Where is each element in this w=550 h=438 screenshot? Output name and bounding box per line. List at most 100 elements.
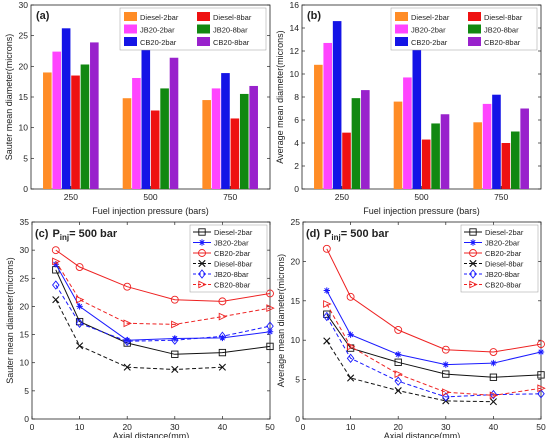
legend-marker-diesel-8bar [198,259,206,268]
y-tick-label: 16 [290,0,300,10]
y-tick-label: 30 [20,245,30,255]
point-cb20-8bar-10 [75,295,85,304]
chart-panel-a: 0 5 10 15 20 25 30 Sauter mean diameter(microns… [4,0,271,216]
point-cb20-2bar-5 [51,246,60,255]
legend-label-diesel-8bar: Diesel-8bar [484,13,523,22]
series-diesel-8bar [52,296,226,374]
x-tick-label: 30 [170,422,180,432]
x-tick-label: 250 [335,192,349,202]
point-diesel-2bar-30 [442,370,450,378]
point-cb20-2bar-50 [266,289,274,298]
legend-marker-jb20-8bar [469,269,477,279]
y-tick-label: 30 [19,0,29,10]
bar-cb20-2bar-250 [332,21,342,189]
point-diesel-2bar-20 [394,358,402,366]
legend-label-diesel-2bar: Diesel-2bar [140,13,179,22]
y-tick-label: 15 [19,92,29,102]
legend-marker-jb20-8bar [198,269,206,279]
legend-box [119,7,267,51]
bar-cb20-8bar-500 [169,57,179,189]
point-cb20-8bar-30 [171,320,180,329]
point-cb20-8bar-20 [123,319,132,328]
point-jb20-2bar-40 [490,359,497,367]
y-tick-label: 20 [291,256,301,266]
legend-label-jb20-8bar: JB20-8bar [485,270,520,279]
x-tick-label: 250 [64,192,78,202]
bar-jb20-8bar-250 [351,98,361,189]
series-line-diesel-2bar [326,313,542,378]
bar-jb20-2bar-250 [52,51,62,189]
series-diesel-8bar [323,337,497,406]
panel-title-p: P [52,228,59,240]
panel-label: (c) [35,228,49,240]
legend-marker-diesel-2bar [469,228,477,236]
x-tick-label: 0 [301,422,306,432]
bar-cb20-2bar-500 [141,41,151,189]
chart-panel-b: 0 2 4 6 8 10 12 14 16 Average mean diameter(micro… [275,0,542,216]
y-tick-label: 6 [294,115,299,125]
bar-diesel-2bar-250 [43,72,52,189]
legend-label-jb20-8bar: JB20-8bar [213,26,248,35]
x-tick-label: 20 [122,422,132,432]
series-line-jb20-8bar [55,284,271,342]
legend-label-cb20-8bar: CB20-8bar [484,38,521,47]
bar-jb20-2bar-750 [482,103,492,189]
point-jb20-8bar-40 [218,331,227,341]
panel-label: (d) [306,228,320,240]
point-cb20-8bar-10 [346,342,356,351]
y-tick-label: 25 [291,217,301,227]
panel-title-sub: inj [60,233,69,242]
point-jb20-8bar-10 [75,318,84,329]
point-jb20-8bar-50 [266,321,274,331]
legend-marker-cb20-2bar [198,249,206,257]
point-diesel-8bar-20 [394,387,402,395]
x-tick-label: 10 [75,422,85,432]
legend-marker-diesel-2bar [198,228,206,236]
point-diesel-8bar-20 [123,363,131,371]
point-diesel-2bar-40 [489,373,498,381]
point-diesel-8bar-30 [171,365,179,374]
point-cb20-2bar-20 [123,282,132,291]
panel-title-p: P [324,228,331,240]
series-cb20-8bar [323,300,546,400]
point-cb20-8bar-40 [218,312,228,321]
bar-cb20-8bar-250 [90,42,99,190]
bar-jb20-8bar-750 [510,131,520,189]
y-tick-label: 15 [20,330,30,340]
point-cb20-8bar-30 [442,388,451,397]
point-diesel-8bar-10 [76,342,84,350]
x-tick-label: 40 [489,422,499,432]
legend-swatch-diesel-2bar [395,12,408,21]
legend-label-diesel-8bar: Diesel-8bar [485,260,524,269]
panel-title-rest: = 500 bar [69,228,118,240]
legend-label-diesel-8bar: Diesel-8bar [214,260,253,269]
y-tick-label: 10 [19,123,29,133]
x-tick-label: 50 [265,422,275,432]
legend-label-jb20-2bar: JB20-2bar [140,26,175,35]
point-jb20-8bar-5 [52,280,60,290]
x-axis-label: Axial distance(mm) [384,431,461,438]
series-jb20-8bar [52,280,274,347]
point-diesel-8bar-40 [489,398,497,406]
point-diesel-2bar-50 [266,342,274,351]
point-jb20-8bar-30 [171,335,179,345]
bar-jb20-8bar-250 [80,64,90,189]
legend-label-cb20-8bar: CB20-8bar [485,281,522,290]
point-jb20-8bar-20 [123,336,131,347]
legend-marker-jb20-2bar [469,239,477,246]
series-cb20-2bar [51,246,274,306]
y-tick-label: 0 [295,414,300,424]
legend-label-jb20-8bar: JB20-8bar [214,270,249,279]
point-jb20-2bar-10 [347,331,354,338]
point-jb20-2bar-50 [537,348,545,356]
point-jb20-2bar-30 [171,335,178,342]
point-diesel-2bar-10 [75,317,84,326]
y-axis-label: Average mean diameter(microns) [276,254,286,387]
y-axis-label: Sauter mean diameter(microns) [5,257,15,384]
series-line-jb20-2bar [326,290,542,366]
x-tick-label: 20 [393,422,403,432]
bar-diesel-8bar-500 [421,139,431,189]
bar-diesel-2bar-500 [393,101,403,189]
